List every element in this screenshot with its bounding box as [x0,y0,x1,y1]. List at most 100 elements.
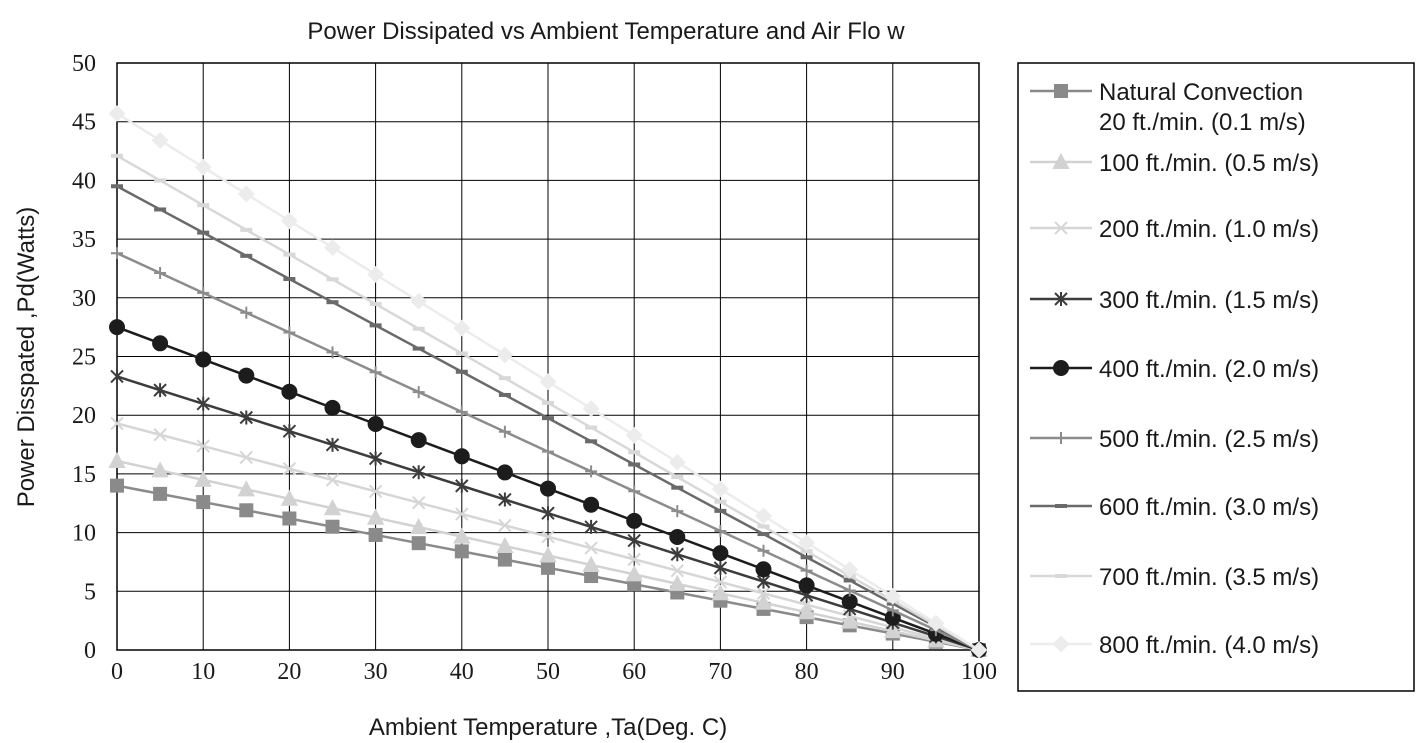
series [111,247,985,656]
data-point [410,292,428,310]
data-point [628,450,641,455]
y-axis-label: Power Disspated ,Pd(Watts) [13,207,40,508]
data-point [453,527,471,544]
data-point [325,437,340,452]
x-tick-label: 70 [708,659,732,685]
series-layer [108,105,988,659]
data-point [498,392,511,397]
data-point [455,478,469,493]
data-point [366,508,385,525]
data-point [323,499,342,516]
data-point [497,552,512,567]
legend-item: 600 ft./min. (3.0 m/s) [1030,494,1319,521]
data-point [627,533,641,548]
data-point [411,496,426,510]
data-point [240,227,253,232]
y-tick-label: 5 [84,579,96,605]
data-point [369,366,382,379]
data-point [154,267,167,280]
data-point [453,448,470,465]
data-point [197,230,210,235]
data-point [153,428,167,442]
data-point [1055,574,1067,578]
data-point [711,584,730,601]
data-point [496,536,514,554]
legend-item: 100 ft./min. (0.5 m/s) [1030,150,1319,177]
legend-label: 600 ft./min. (3.0 m/s) [1099,494,1319,521]
x-tick-label: 20 [277,659,301,685]
data-point [625,426,643,444]
plot-frame [116,62,980,651]
data-point [582,400,600,417]
data-point [153,486,168,501]
data-point [454,544,469,559]
data-point [884,587,902,605]
data-point [455,351,468,356]
legend-item: 400 ft./min. (2.0 m/s) [1030,356,1319,383]
y-tick-label: 40 [72,168,96,194]
data-point [797,603,816,620]
data-point [324,239,341,257]
data-point [670,547,685,562]
series [108,105,988,659]
data-point [239,503,254,518]
data-point [368,527,383,542]
data-point [714,508,727,513]
data-point [800,564,813,577]
data-point [669,529,686,546]
data-point [714,524,727,537]
data-point [798,577,815,594]
data-point [1055,504,1067,508]
data-point [628,485,641,498]
data-point [541,560,555,575]
data-point [496,464,513,481]
data-point [841,593,858,610]
data-point [757,544,770,557]
x-tick-label: 100 [961,659,997,685]
data-point [498,376,511,381]
data-point [367,266,385,283]
data-point [754,593,773,610]
y-tick-label: 25 [72,345,96,371]
data-point [800,549,813,554]
y-tick-label: 0 [84,638,96,664]
data-point [196,495,211,510]
y-tick-label: 30 [72,286,96,312]
data-point [369,302,382,307]
data-point [194,470,212,487]
data-point [453,319,471,337]
data-point [498,492,512,507]
x-tick-label: 10 [191,659,215,685]
data-point [970,641,988,659]
y-tick-label: 10 [72,521,96,547]
data-point [196,439,210,453]
data-point [283,326,296,339]
data-point [283,277,296,282]
legend-label: 400 ft./min. (2.0 m/s) [1099,356,1319,383]
data-point [1052,635,1070,653]
x-tick-label: 50 [536,659,560,685]
data-point [412,346,425,351]
x-tick-label: 30 [364,659,388,685]
data-point [108,451,126,468]
data-point [542,416,554,421]
data-point [711,480,729,498]
data-point [280,212,298,230]
data-point [583,496,600,513]
data-point [324,399,341,416]
data-point [927,614,945,632]
data-point [625,565,643,582]
data-point [541,530,555,544]
data-point [410,432,427,449]
x-tick-label: 0 [111,659,123,685]
data-point [240,253,253,258]
data-point [154,178,167,183]
data-point [110,369,124,384]
data-point [281,383,298,400]
data-point [367,416,384,433]
legend-label: 200 ft./min. (1.0 m/s) [1099,216,1319,243]
data-point [498,425,511,438]
data-point [668,453,686,471]
data-point [410,518,428,535]
